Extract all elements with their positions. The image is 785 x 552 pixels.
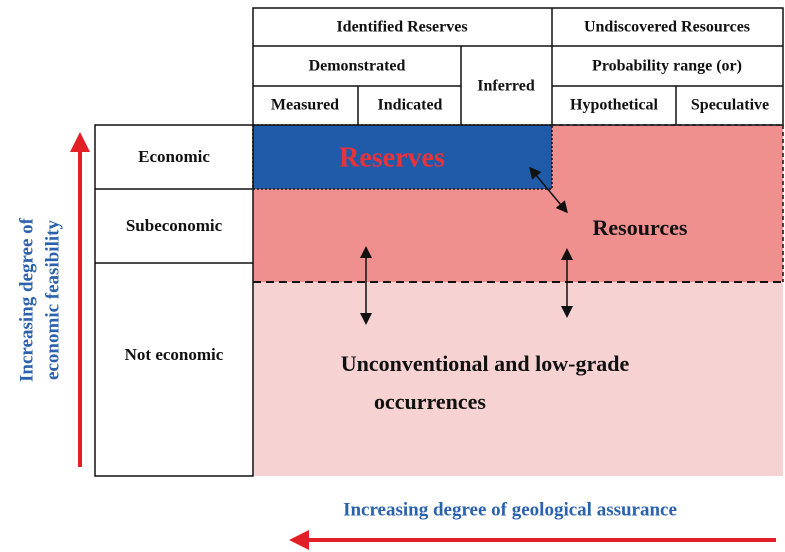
header-cell: Hypothetical: [570, 97, 659, 114]
resources-label: Resources: [593, 215, 688, 240]
header-cell: Identified Reserves: [336, 19, 467, 36]
unconventional-label: occurrences: [374, 389, 486, 414]
header-cell: Undiscovered Resources: [584, 19, 750, 36]
row-label: Economic: [138, 147, 210, 166]
header-grid: [94, 7, 784, 477]
reserves-label: Reserves: [339, 142, 445, 173]
header-cell: Speculative: [691, 97, 769, 114]
unconventional-label: Unconventional and low-grade: [341, 351, 630, 376]
axis-label: Increasing degree of: [16, 217, 37, 382]
unconventional-area: [253, 282, 783, 476]
header-cell: Inferred: [477, 78, 535, 95]
header-cell: Indicated: [378, 97, 443, 114]
double-arrow: [360, 166, 573, 325]
reserves-area: [252, 124, 553, 190]
header-cell: Measured: [271, 97, 339, 114]
axis-label: Increasing degree of geological assuranc…: [343, 499, 677, 520]
row-label: Subeconomic: [126, 216, 223, 235]
header-cell: Probability range (or): [592, 58, 742, 75]
header-cell: Demonstrated: [309, 58, 406, 75]
axis-label: economic feasibility: [42, 220, 63, 380]
row-label: Not economic: [125, 345, 224, 364]
